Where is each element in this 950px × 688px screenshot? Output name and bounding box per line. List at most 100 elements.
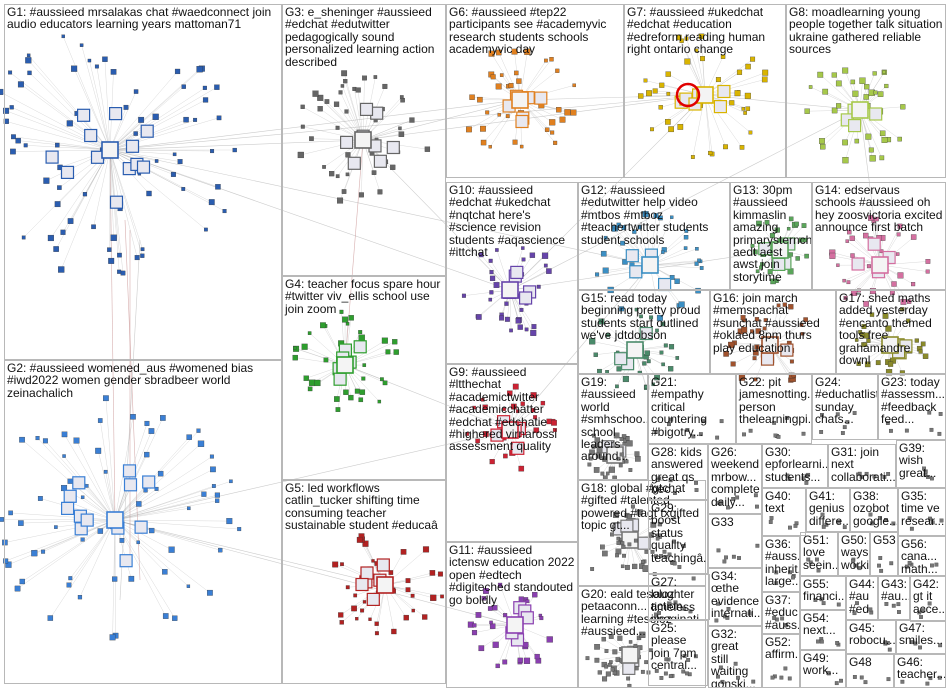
node xyxy=(667,422,671,427)
node xyxy=(146,190,152,197)
hub-node xyxy=(621,531,639,549)
node xyxy=(340,562,344,567)
node xyxy=(637,225,642,230)
node xyxy=(926,475,930,479)
node xyxy=(754,344,760,350)
node xyxy=(82,192,88,197)
node xyxy=(54,201,61,208)
node xyxy=(533,415,538,420)
edge xyxy=(109,71,178,151)
node xyxy=(47,234,54,242)
node xyxy=(507,390,513,397)
node xyxy=(769,233,775,239)
node xyxy=(471,630,478,636)
node xyxy=(499,315,505,321)
node xyxy=(920,341,926,347)
node xyxy=(600,544,605,550)
node xyxy=(130,414,136,420)
avatar-node xyxy=(360,566,374,580)
node xyxy=(388,570,394,575)
node xyxy=(634,666,639,671)
node xyxy=(868,215,874,221)
node xyxy=(544,58,548,63)
node xyxy=(19,578,25,585)
node xyxy=(593,467,600,473)
node xyxy=(533,427,540,434)
avatar-node xyxy=(629,265,643,279)
edge xyxy=(6,110,111,151)
avatar-node xyxy=(63,489,77,503)
edge xyxy=(361,139,364,195)
edge xyxy=(114,456,213,521)
node xyxy=(422,614,428,620)
node xyxy=(595,272,600,277)
edge xyxy=(68,519,116,586)
node xyxy=(769,516,774,520)
node xyxy=(626,440,633,447)
node xyxy=(196,66,203,73)
node xyxy=(555,68,560,73)
node xyxy=(616,541,621,545)
node xyxy=(804,108,810,114)
node xyxy=(630,504,635,509)
node xyxy=(616,366,622,372)
node xyxy=(62,454,66,458)
node xyxy=(17,81,24,88)
node xyxy=(382,83,388,89)
edge-layer xyxy=(0,36,928,686)
node xyxy=(620,240,625,246)
node xyxy=(95,447,102,454)
node xyxy=(638,93,644,99)
node xyxy=(613,511,619,518)
node xyxy=(878,556,883,560)
node xyxy=(489,290,494,295)
node xyxy=(343,389,349,395)
node xyxy=(729,100,735,106)
node xyxy=(354,388,360,394)
node xyxy=(741,326,748,333)
node xyxy=(128,575,135,582)
node xyxy=(801,431,806,436)
node xyxy=(19,436,25,443)
node xyxy=(675,356,680,360)
node xyxy=(338,612,344,618)
node xyxy=(821,601,826,606)
node xyxy=(850,79,856,85)
node xyxy=(644,549,649,554)
node xyxy=(624,564,630,570)
node xyxy=(466,126,472,133)
node xyxy=(831,72,837,78)
node xyxy=(91,224,96,230)
avatar-node xyxy=(72,476,86,490)
node xyxy=(488,258,493,263)
node xyxy=(193,117,198,122)
node xyxy=(884,518,888,522)
node xyxy=(835,641,840,645)
node xyxy=(755,543,760,548)
node xyxy=(839,678,843,683)
hub-node xyxy=(354,131,372,149)
node xyxy=(633,538,638,543)
node xyxy=(672,539,676,544)
node xyxy=(214,492,220,498)
node xyxy=(762,69,769,76)
node xyxy=(517,324,523,330)
node xyxy=(482,431,489,437)
node xyxy=(663,554,668,559)
node xyxy=(652,572,657,577)
node xyxy=(664,657,669,662)
node xyxy=(877,516,882,520)
node xyxy=(865,133,872,140)
node xyxy=(804,480,809,485)
node xyxy=(716,601,721,606)
node xyxy=(642,565,649,572)
node xyxy=(658,215,663,221)
node xyxy=(97,418,103,423)
node xyxy=(312,90,319,97)
node xyxy=(927,601,932,606)
node xyxy=(361,376,366,381)
node xyxy=(25,57,32,64)
node xyxy=(41,549,46,554)
node xyxy=(665,119,671,125)
node xyxy=(684,36,689,41)
